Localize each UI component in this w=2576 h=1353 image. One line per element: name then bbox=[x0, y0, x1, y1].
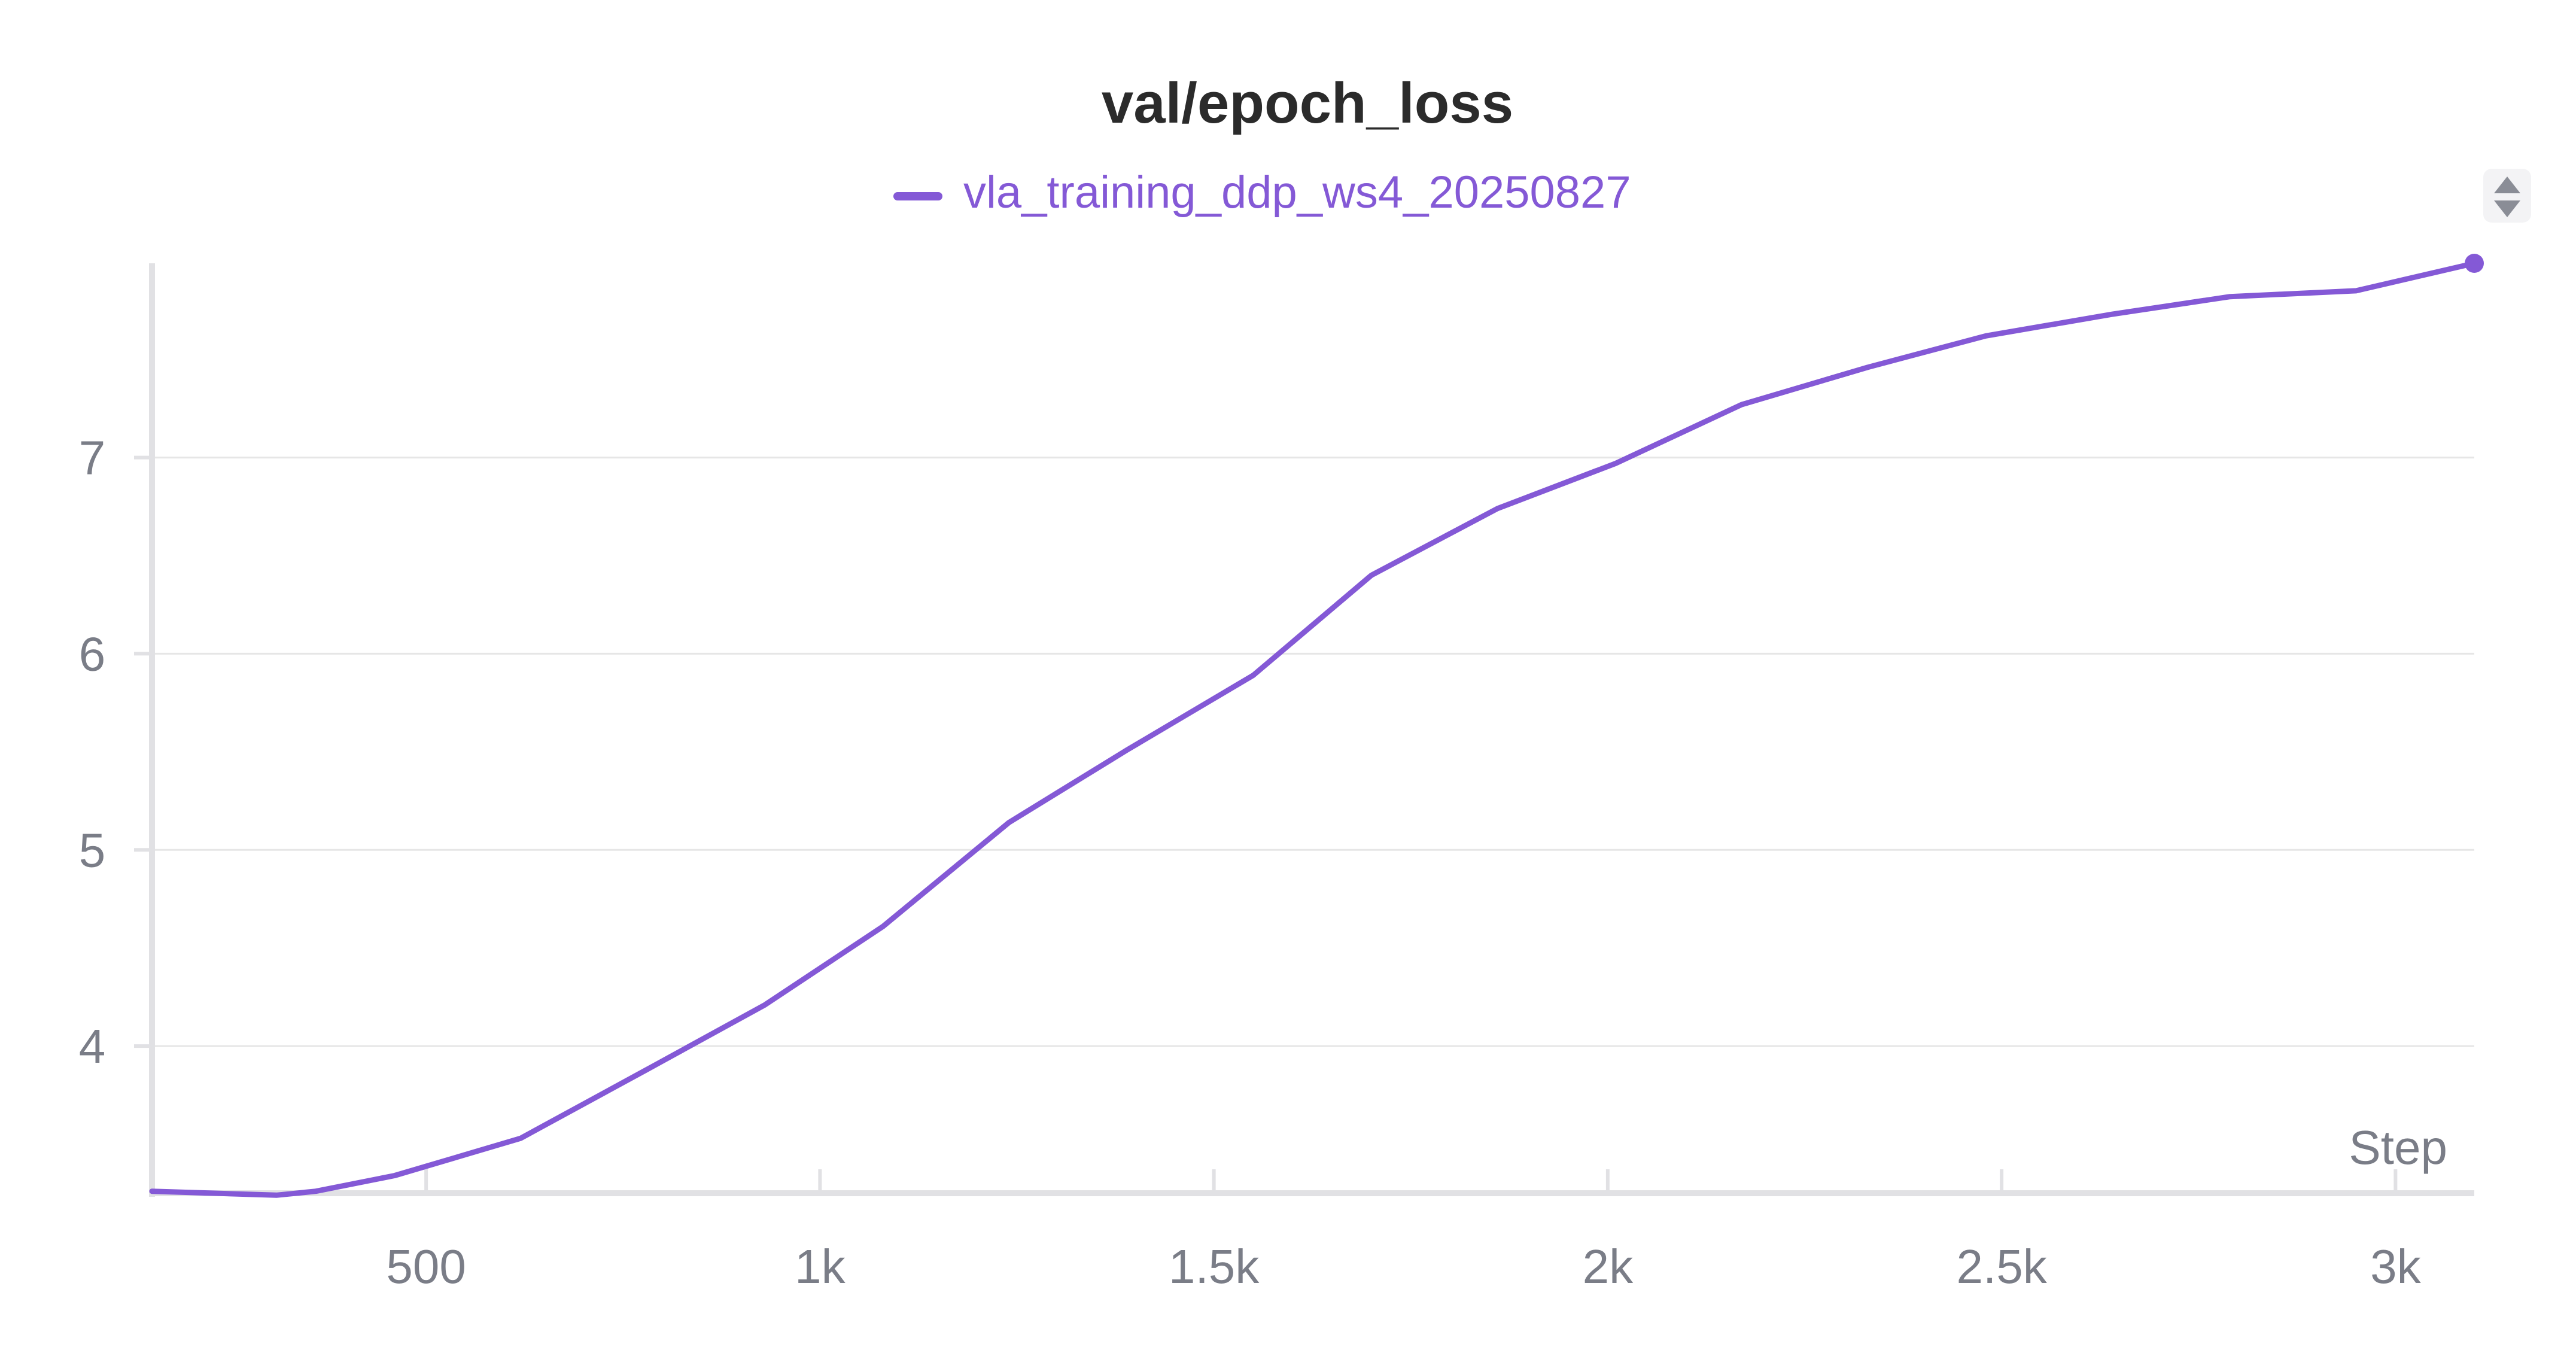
x-tick-label-500: 500 bbox=[386, 1240, 466, 1293]
legend: vla_training_ddp_ws4_20250827 bbox=[893, 167, 1631, 218]
series-end-point bbox=[2465, 254, 2484, 273]
y-ticks: 4 5 6 7 bbox=[79, 431, 152, 1073]
legend-series-label[interactable]: vla_training_ddp_ws4_20250827 bbox=[963, 167, 1631, 218]
series-line-0 bbox=[149, 260, 2477, 1198]
x-tick-label-2.5k: 2.5k bbox=[1956, 1240, 2047, 1293]
series-layer bbox=[149, 254, 2484, 1198]
x-tick-label-2k: 2k bbox=[1583, 1240, 1634, 1293]
x-axis-title: Step bbox=[2349, 1121, 2447, 1174]
y-tick-label-5: 5 bbox=[79, 823, 106, 877]
y-tick-label-4: 4 bbox=[79, 1020, 106, 1073]
grid-lines bbox=[152, 457, 2474, 1047]
y-tick-label-6: 6 bbox=[79, 627, 106, 680]
y-tick-label-7: 7 bbox=[79, 431, 106, 485]
sort-button[interactable] bbox=[2483, 169, 2531, 223]
sort-updown-icon bbox=[2494, 177, 2520, 217]
axes bbox=[149, 263, 2474, 1197]
x-tick-label-3k: 3k bbox=[2370, 1240, 2421, 1293]
chart-title: val/epoch_loss bbox=[1102, 71, 1513, 135]
x-tick-label-1.5k: 1.5k bbox=[1169, 1240, 1260, 1293]
x-tick-label-1k: 1k bbox=[795, 1240, 846, 1293]
sort-button-background[interactable] bbox=[2483, 169, 2531, 223]
x-ticks: 500 1k 1.5k 2k 2.5k 3k bbox=[386, 1169, 2422, 1293]
